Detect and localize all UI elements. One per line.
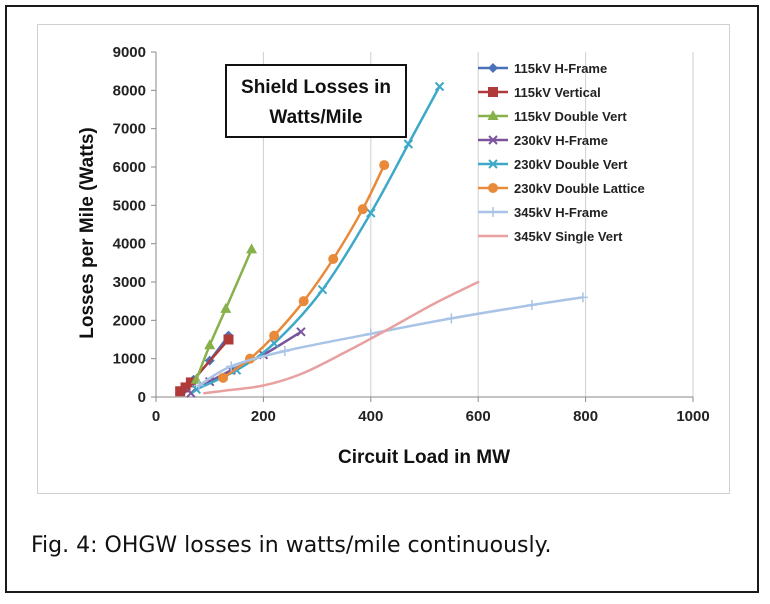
y-tick-label: 9000: [113, 44, 146, 61]
legend-entry: 115kV H-Frame: [478, 61, 607, 76]
chart-area: 0 200 400 600 800 1000 0 1000 2000 3000 4000 5000 6…: [37, 24, 730, 494]
legend-label: 345kV Single Vert: [514, 229, 623, 244]
x-axis-title: Circuit Load in MW: [338, 447, 510, 468]
data-point: [220, 302, 232, 313]
data-point: [226, 361, 237, 372]
data-point: [193, 380, 204, 391]
y-tick-label: 5000: [113, 197, 146, 214]
legend-entry: 230kV H-Frame: [478, 133, 608, 148]
data-point: [357, 204, 368, 215]
series-5: [218, 160, 390, 383]
series-7: [203, 280, 480, 395]
series-line: [197, 296, 585, 387]
data-point: [180, 382, 191, 393]
y-tick-label: 4000: [113, 236, 146, 253]
data-point: [434, 81, 445, 92]
data-point: [366, 208, 376, 218]
x-tick-labels: 0 200 400 600 800 1000: [152, 408, 710, 425]
data-point: [526, 300, 537, 310]
y-tick-label: 8000: [113, 82, 146, 99]
chart-title-box: Shield Losses in Watts/Mile: [225, 64, 407, 138]
y-axis-title: Losses per Mile (Watts): [77, 127, 98, 339]
x-tick-label: 200: [251, 408, 276, 425]
legend-swatch-marker: [487, 110, 499, 120]
x-tick-label: 0: [152, 408, 160, 425]
data-point: [186, 388, 196, 398]
y-tick-label: 6000: [113, 159, 146, 176]
legend-swatch-marker: [488, 63, 498, 73]
data-point: [246, 243, 258, 254]
y-tick-labels: 0 1000 2000 3000 4000 5000 6000 7000 8000 9000: [113, 44, 146, 406]
legend: 115kV H-Frame 115kV Vertical 115kV Double …: [478, 61, 645, 244]
legend-label: 115kV Double Vert: [514, 109, 627, 124]
legend-entry: 230kV Double Vert: [478, 157, 628, 172]
y-tick-label: 1000: [113, 351, 146, 368]
legend-label: 230kV Double Vert: [514, 157, 628, 172]
legend-swatch-marker: [488, 135, 498, 145]
chart-svg: 0 200 400 600 800 1000 0 1000 2000 3000 4000 5000 6…: [77, 44, 710, 468]
series-6: [193, 292, 588, 391]
data-point: [403, 139, 414, 149]
figure-frame: 0 200 400 600 800 1000 0 1000 2000 3000 4000 5000 6…: [5, 5, 759, 593]
y-tick-label: 0: [138, 389, 146, 406]
data-point: [328, 254, 339, 264]
legend-swatch-marker: [488, 207, 498, 217]
x-tick-label: 400: [358, 408, 383, 425]
data-point: [269, 330, 280, 341]
data-point: [446, 313, 457, 324]
series-1: [175, 334, 234, 397]
axes: [151, 51, 694, 402]
series-line: [195, 248, 253, 382]
figure-caption: Fig. 4: OHGW losses in watts/mile contin…: [31, 533, 552, 558]
data-point: [298, 296, 309, 307]
legend-entry: 115kV Double Vert: [478, 109, 627, 124]
series-lines: [175, 81, 588, 398]
y-tick-label: 3000: [113, 274, 146, 291]
data-point: [185, 377, 196, 388]
data-point: [218, 372, 229, 383]
legend-label: 230kV Double Lattice: [514, 181, 645, 196]
data-point: [365, 328, 376, 339]
y-tick-label: 2000: [113, 312, 146, 329]
legend-label: 345kV H-Frame: [514, 205, 608, 220]
data-point: [379, 160, 390, 171]
legend-swatch-marker: [488, 159, 498, 169]
data-point: [223, 334, 234, 345]
data-point: [279, 346, 290, 356]
legend-label: 115kV Vertical: [514, 85, 601, 100]
data-point: [577, 292, 588, 303]
legend-label: 115kV H-Frame: [514, 61, 607, 76]
data-point: [317, 284, 328, 295]
data-point: [175, 386, 186, 397]
x-tick-label: 800: [573, 408, 598, 425]
x-tick-label: 600: [466, 408, 491, 425]
series-line: [203, 280, 480, 395]
x-tick-label: 1000: [676, 408, 709, 425]
y-tick-label: 7000: [113, 121, 146, 138]
legend-entry: 115kV Vertical: [478, 85, 601, 100]
legend-swatch-marker: [488, 87, 498, 97]
chart-title-line-1: Shield Losses in: [241, 77, 391, 98]
chart-title-border: [225, 64, 407, 138]
series-4: [191, 81, 445, 395]
legend-entry: 345kV Single Vert: [478, 229, 623, 244]
legend-entry: 345kV H-Frame: [478, 205, 608, 220]
legend-swatch-marker: [488, 183, 498, 193]
chart-title-line-2: Watts/Mile: [269, 107, 362, 128]
data-point: [269, 338, 279, 349]
data-point: [204, 339, 216, 350]
legend-label: 230kV H-Frame: [514, 133, 608, 148]
legend-entry: 230kV Double Lattice: [478, 181, 645, 196]
data-point: [296, 327, 306, 337]
